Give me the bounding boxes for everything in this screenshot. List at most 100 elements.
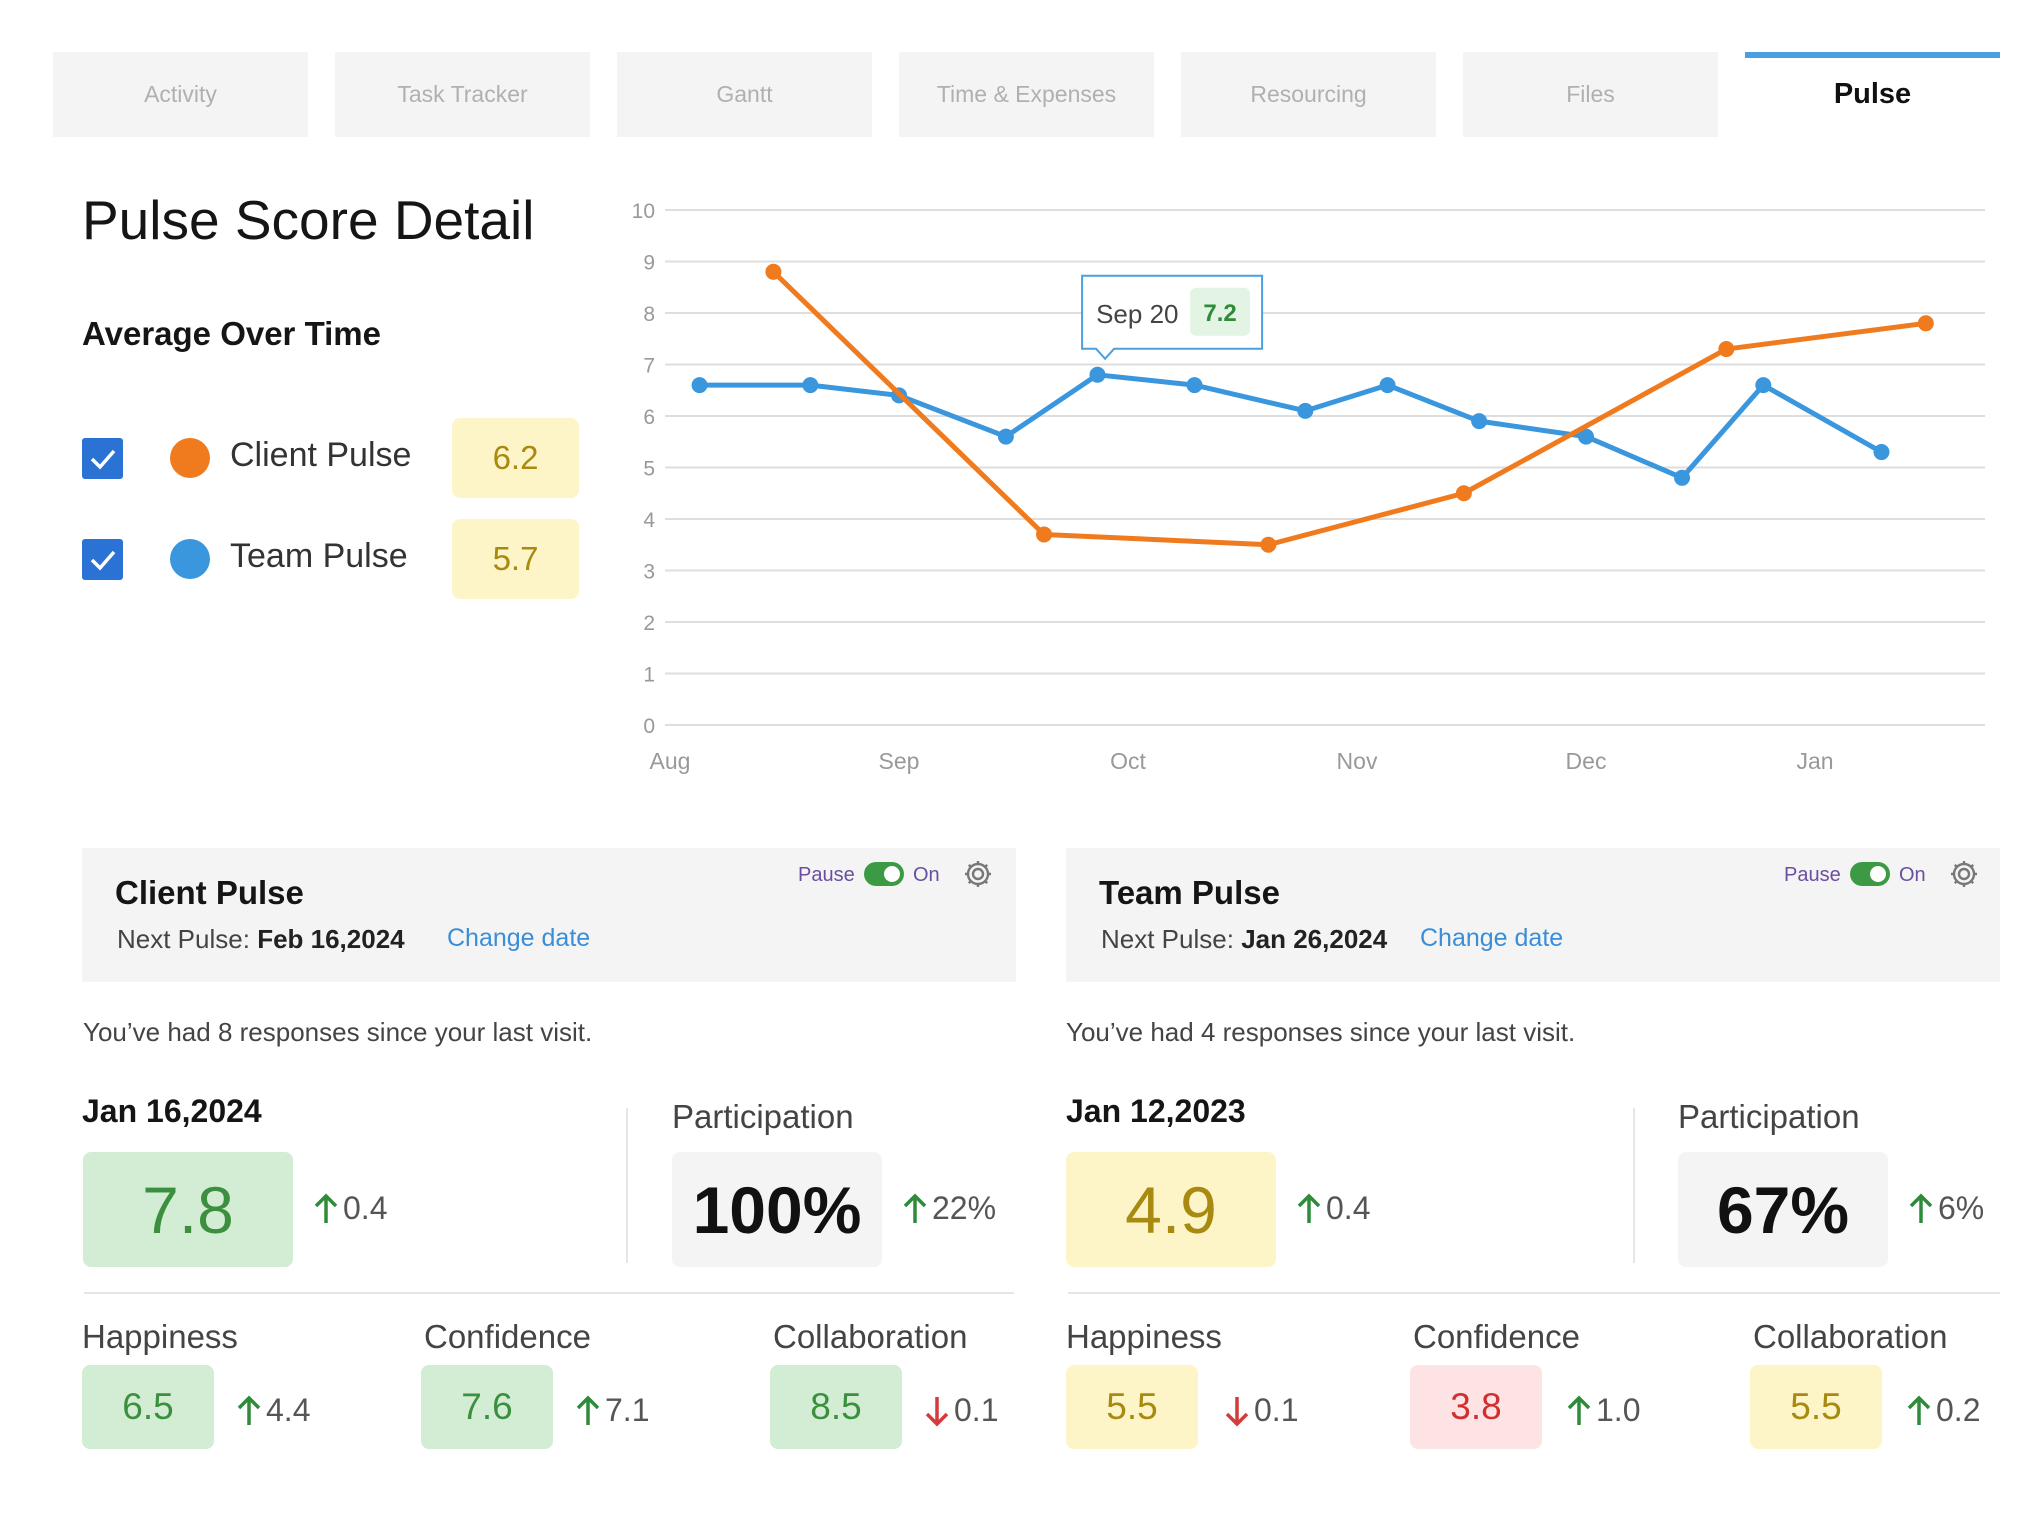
data-point [1471,413,1488,430]
client-pulse-checkbox[interactable] [82,438,123,479]
arrow-up-icon [903,1193,927,1223]
metric-value-happiness: 6.5 [82,1365,214,1449]
participation-delta: 6% [1908,1190,1984,1227]
metric-value-collaboration: 8.5 [770,1365,902,1449]
tooltip-value-bg [1190,287,1251,336]
series-line-team-pulse [699,372,1883,481]
y-tick-label: 4 [643,509,655,532]
participation-value: 100% [672,1152,882,1267]
metric-delta-confidence: 7.1 [575,1392,649,1429]
metric-delta-value: 0.2 [1936,1392,1981,1428]
card-title: Client Pulse [115,874,304,911]
next-pulse-label: Next Pulse: [1101,924,1234,954]
arrow-up-icon [1567,1395,1591,1425]
score-date: Jan 12,2023 [1066,1093,1246,1129]
data-point [1917,315,1934,332]
participation-delta: 22% [902,1190,996,1227]
y-tick-label: 9 [643,252,655,275]
data-point [1297,402,1314,419]
metric-label-confidence: Confidence [424,1318,591,1355]
client-pulse-card: Client Pulse Next Pulse: Feb 16,2024 Cha… [82,848,1016,982]
participation-label: Participation [1678,1098,1860,1135]
responses-text: You’ve had 8 responses since your last v… [83,1017,593,1047]
team-pulse-checkbox[interactable] [82,539,123,580]
card-title: Team Pulse [1099,874,1280,911]
data-point [997,428,1014,445]
overall-score: 4.9 [1066,1152,1276,1267]
tab-resourcing[interactable]: Resourcing [1181,52,1436,137]
arrow-up-icon [314,1193,338,1223]
data-point [1755,377,1772,394]
team-pulse-card: Team Pulse Next Pulse: Jan 26,2024 Chang… [1066,848,2000,982]
data-point [1873,444,1890,461]
legend-value: 5.7 [452,519,579,599]
score-delta-value: 0.4 [343,1190,388,1226]
arrow-down-icon [1225,1396,1249,1426]
divider [84,1292,1014,1294]
change-date-link[interactable]: Change date [447,924,591,952]
gear-icon[interactable] [1948,858,1980,890]
x-tick-label: Aug [650,748,691,774]
metric-delta-collaboration: 0.2 [1906,1392,1980,1429]
metric-delta-value: 0.1 [1254,1392,1299,1428]
change-date-link[interactable]: Change date [1420,924,1564,952]
data-point [1578,428,1594,445]
x-tick-label: Jan [1796,748,1833,774]
next-pulse: Next Pulse: Feb 16,2024 [117,924,405,955]
tab-time-expenses[interactable]: Time & Expenses [899,52,1154,137]
arrow-up-icon [1909,1193,1933,1223]
participation-value: 67% [1678,1152,1888,1267]
metric-delta-value: 1.0 [1596,1392,1641,1428]
check-icon [90,550,116,571]
metric-label-happiness: Happiness [82,1318,238,1355]
pause-label: Pause [1784,864,1841,886]
data-point [802,377,819,394]
tab-activity[interactable]: Activity [53,52,308,137]
pause-toggle[interactable] [864,862,904,886]
on-label: On [913,864,940,886]
metric-delta-value: 7.1 [605,1392,650,1428]
page-title: Pulse Score Detail [82,189,535,251]
y-tick-label: 1 [643,664,655,687]
score-date: Jan 16,2024 [82,1093,262,1129]
tab-pulse[interactable]: Pulse [1745,52,2000,137]
next-pulse: Next Pulse: Jan 26,2024 [1101,924,1387,955]
data-point [1186,377,1203,394]
gear-icon[interactable] [962,858,994,890]
data-point [1379,377,1396,394]
score-delta: 0.4 [1296,1190,1370,1227]
score-delta: 0.4 [313,1190,387,1227]
tab-task-tracker[interactable]: Task Tracker [335,52,590,137]
next-pulse-label: Next Pulse: [117,924,250,954]
arrow-down-icon [925,1396,949,1426]
arrow-up-icon [1297,1193,1321,1223]
metric-value-collaboration: 5.5 [1750,1365,1882,1449]
overall-score: 7.8 [83,1152,293,1267]
y-tick-label: 7 [643,355,655,378]
participation-label: Participation [672,1098,854,1135]
y-tick-label: 10 [632,200,655,223]
metric-delta-value: 0.1 [954,1392,999,1428]
legend-team-pulse: Team Pulse 5.7 [82,519,582,599]
score-delta-value: 0.4 [1326,1190,1371,1226]
pulse-line-chart: 0 1 2 3 4 5 6 7 8 9 10 Aug Sep Oct Nov Dec Jan Sep 20 7.2 [632,200,1985,774]
pause-toggle[interactable] [1850,862,1890,886]
data-point [1089,366,1106,383]
metric-delta-confidence: 1.0 [1566,1392,1640,1429]
data-point [1718,341,1735,358]
y-tick-label: 2 [643,612,655,635]
client-pulse-swatch [170,438,210,478]
next-pulse-date: Jan 26,2024 [1241,924,1388,954]
metric-label-confidence: Confidence [1413,1318,1580,1355]
responses-text: You’ve had 4 responses since your last v… [1066,1017,1576,1047]
legend-label: Client Pulse [230,436,412,474]
data-point [1260,536,1277,553]
tab-files[interactable]: Files [1463,52,1718,137]
y-tick-label: 0 [643,715,655,738]
metric-label-happiness: Happiness [1066,1318,1222,1355]
metric-delta-collaboration: 0.1 [924,1392,998,1429]
tab-gantt[interactable]: Gantt [617,52,872,137]
data-point [1674,469,1691,486]
next-pulse-date: Feb 16,2024 [257,924,405,954]
data-point [691,377,708,394]
